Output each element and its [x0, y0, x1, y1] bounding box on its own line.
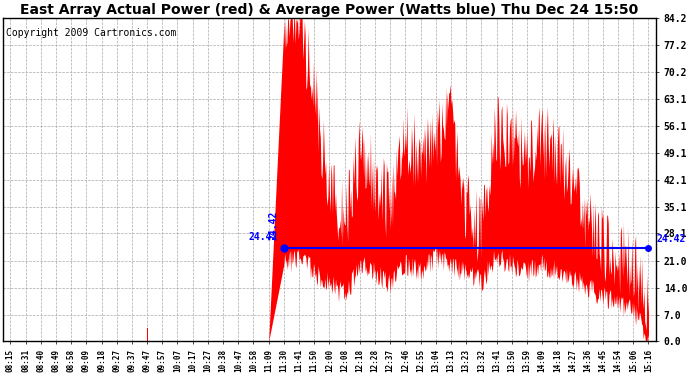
Bar — [146, 328, 148, 342]
Text: 24.42: 24.42 — [268, 211, 278, 240]
Text: Copyright 2009 Cartronics.com: Copyright 2009 Cartronics.com — [6, 28, 177, 38]
Text: 24.42: 24.42 — [248, 232, 278, 242]
Title: East Array Actual Power (red) & Average Power (Watts blue) Thu Dec 24 15:50: East Array Actual Power (red) & Average … — [20, 3, 638, 17]
Text: 24.42: 24.42 — [656, 234, 685, 244]
